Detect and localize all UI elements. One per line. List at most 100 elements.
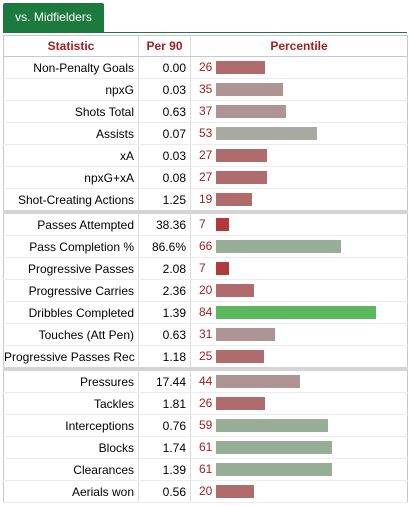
percentile-bar <box>216 240 341 253</box>
statistic-cell: Progressive Carries <box>3 279 139 302</box>
percentile-cell: 61 <box>190 436 408 459</box>
table-row: Shots Total 0.63 37 <box>3 100 408 123</box>
table-row: Blocks 1.74 61 <box>3 436 408 459</box>
per90-cell: 38.36 <box>138 210 191 236</box>
table-row: Touches (Att Pen) 0.63 31 <box>3 323 408 346</box>
percentile-cell: 26 <box>190 392 408 415</box>
statistic-cell: Shot-Creating Actions <box>3 188 139 213</box>
percentile-bar <box>216 127 317 140</box>
percentile-cell: 31 <box>190 323 408 346</box>
percentile-bar <box>216 419 328 432</box>
percentile-cell: 19 <box>190 188 408 213</box>
statistic-cell: Interceptions <box>3 414 139 437</box>
table-row: Tackles 1.81 26 <box>3 392 408 415</box>
statistic-cell: Aerials won <box>3 480 139 503</box>
per90-cell: 2.36 <box>138 279 191 302</box>
percentile-value: 7 <box>199 261 206 275</box>
percentile-value: 61 <box>199 462 213 476</box>
percentile-bar <box>216 375 300 388</box>
statistic-cell: Blocks <box>3 436 139 459</box>
header-statistic[interactable]: Statistic <box>3 35 139 57</box>
statistic-cell: Progressive Passes Rec <box>3 345 139 370</box>
statistic-cell: Dribbles Completed <box>3 301 139 324</box>
percentile-value: 35 <box>199 82 213 96</box>
statistic-cell: xA <box>3 144 139 167</box>
statistic-cell: Non-Penalty Goals <box>3 56 139 79</box>
percentile-value: 25 <box>199 349 213 363</box>
percentile-table: Statistic Per 90 Percentile Non-Penalty … <box>3 35 408 503</box>
percentile-cell: 27 <box>190 144 408 167</box>
percentile-cell: 20 <box>190 480 408 503</box>
percentile-cell: 53 <box>190 122 408 145</box>
per90-cell: 1.39 <box>138 301 191 324</box>
per90-cell: 17.44 <box>138 367 191 393</box>
header-percentile[interactable]: Percentile <box>190 35 408 57</box>
table-row: Progressive Passes 2.08 7 <box>3 257 408 280</box>
statistic-cell: Clearances <box>3 458 139 481</box>
percentile-bar <box>216 193 252 206</box>
percentile-cell: 59 <box>190 414 408 437</box>
percentile-bar <box>216 262 229 275</box>
table-body: Non-Penalty Goals 0.00 26 npxG 0.03 35 Shots T… <box>3 56 408 503</box>
percentile-value: 37 <box>199 104 213 118</box>
percentile-value: 19 <box>199 192 213 206</box>
percentile-cell: 7 <box>190 210 408 236</box>
per90-cell: 1.74 <box>138 436 191 459</box>
table-row: xA 0.03 27 <box>3 144 408 167</box>
per90-cell: 0.63 <box>138 323 191 346</box>
per90-cell: 1.25 <box>138 188 191 213</box>
tab-vs-midfielders[interactable]: vs. Midfielders <box>3 3 104 32</box>
percentile-value: 59 <box>199 418 213 432</box>
statistic-cell: Pressures <box>3 367 139 393</box>
statistic-cell: Progressive Passes <box>3 257 139 280</box>
percentile-value: 27 <box>199 170 213 184</box>
percentile-bar <box>216 397 265 410</box>
statistic-cell: Shots Total <box>3 100 139 123</box>
percentile-bar <box>216 328 275 341</box>
per90-cell: 2.08 <box>138 257 191 280</box>
table-row: Passes Attempted 38.36 7 <box>3 210 408 236</box>
percentile-bar <box>216 83 283 96</box>
percentile-cell: 25 <box>190 345 408 370</box>
percentile-value: 20 <box>199 283 213 297</box>
percentile-cell: 20 <box>190 279 408 302</box>
table-row: Interceptions 0.76 59 <box>3 414 408 437</box>
percentile-bar <box>216 284 254 297</box>
table-row: Non-Penalty Goals 0.00 26 <box>3 56 408 79</box>
percentile-value: 20 <box>199 484 213 498</box>
percentile-cell: 66 <box>190 235 408 258</box>
table-row: Progressive Carries 2.36 20 <box>3 279 408 302</box>
percentile-value: 7 <box>199 217 206 231</box>
percentile-value: 26 <box>199 396 213 410</box>
percentile-cell: 84 <box>190 301 408 324</box>
percentile-bar <box>216 485 254 498</box>
per90-cell: 0.56 <box>138 480 191 503</box>
per90-cell: 0.03 <box>138 144 191 167</box>
table-row: Clearances 1.39 61 <box>3 458 408 481</box>
statistic-cell: Passes Attempted <box>3 210 139 236</box>
table-row: Pass Completion % 86.6% 66 <box>3 235 408 258</box>
percentile-cell: 27 <box>190 166 408 189</box>
percentile-value: 84 <box>199 305 213 319</box>
per90-cell: 0.76 <box>138 414 191 437</box>
per90-cell: 86.6% <box>138 235 191 258</box>
per90-cell: 1.81 <box>138 392 191 415</box>
per90-cell: 1.18 <box>138 345 191 370</box>
table-header-row: Statistic Per 90 Percentile <box>3 35 408 57</box>
percentile-bar <box>216 350 264 363</box>
statistic-cell: Tackles <box>3 392 139 415</box>
per90-cell: 0.07 <box>138 122 191 145</box>
percentile-value: 26 <box>199 60 213 74</box>
table-row: Dribbles Completed 1.39 84 <box>3 301 408 324</box>
percentile-value: 66 <box>199 239 213 253</box>
header-per90[interactable]: Per 90 <box>138 35 191 57</box>
percentile-cell: 37 <box>190 100 408 123</box>
per90-cell: 1.39 <box>138 458 191 481</box>
table-row: Assists 0.07 53 <box>3 122 408 145</box>
percentile-value: 53 <box>199 126 213 140</box>
per90-cell: 0.63 <box>138 100 191 123</box>
percentile-cell: 7 <box>190 257 408 280</box>
per90-cell: 0.08 <box>138 166 191 189</box>
percentile-bar <box>216 441 332 454</box>
table-row: npxG+xA 0.08 27 <box>3 166 408 189</box>
